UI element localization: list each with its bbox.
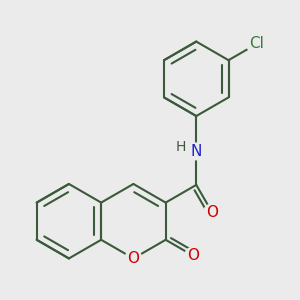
Text: H: H (176, 140, 187, 154)
Circle shape (188, 143, 205, 160)
Text: Cl: Cl (250, 36, 264, 51)
Text: N: N (190, 144, 202, 159)
Text: O: O (187, 248, 199, 263)
Circle shape (204, 204, 220, 221)
Circle shape (247, 34, 267, 54)
Circle shape (173, 139, 190, 155)
Text: O: O (128, 251, 140, 266)
Text: O: O (206, 205, 218, 220)
Circle shape (185, 247, 201, 264)
Circle shape (125, 250, 142, 267)
